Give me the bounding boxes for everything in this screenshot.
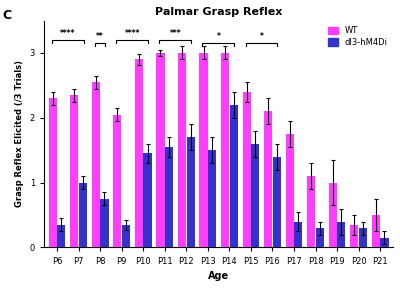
Bar xyxy=(79,183,87,247)
Bar xyxy=(165,147,173,247)
Bar xyxy=(49,98,57,247)
Bar xyxy=(135,59,143,247)
Text: ****: **** xyxy=(124,29,140,38)
Bar xyxy=(156,53,164,247)
Bar xyxy=(144,154,152,247)
Bar xyxy=(380,238,388,247)
Bar xyxy=(264,111,272,247)
Bar xyxy=(200,53,208,247)
Y-axis label: Grasp Reflex Elicited (/3 Trials): Grasp Reflex Elicited (/3 Trials) xyxy=(15,60,24,207)
Bar xyxy=(100,199,108,247)
Bar xyxy=(350,225,358,247)
Bar xyxy=(316,228,324,247)
Bar xyxy=(221,53,229,247)
Bar xyxy=(113,115,122,247)
Bar xyxy=(273,157,281,247)
Bar xyxy=(208,150,216,247)
Legend: WT, dI3-hM4Di: WT, dI3-hM4Di xyxy=(326,25,389,48)
Text: *: * xyxy=(260,32,263,41)
Text: **: ** xyxy=(96,32,104,41)
X-axis label: Age: Age xyxy=(208,271,229,281)
Bar xyxy=(294,221,302,247)
Text: *: * xyxy=(216,32,220,41)
Bar xyxy=(286,134,294,247)
Text: C: C xyxy=(2,9,12,22)
Bar xyxy=(230,105,238,247)
Bar xyxy=(251,144,259,247)
Bar xyxy=(70,95,78,247)
Bar xyxy=(307,176,315,247)
Bar xyxy=(57,225,66,247)
Bar xyxy=(242,92,251,247)
Bar xyxy=(337,221,346,247)
Bar xyxy=(186,137,195,247)
Title: Palmar Grasp Reflex: Palmar Grasp Reflex xyxy=(155,7,282,17)
Text: ***: *** xyxy=(170,29,181,38)
Bar xyxy=(329,183,337,247)
Bar xyxy=(359,228,367,247)
Text: ****: **** xyxy=(60,29,75,38)
Bar xyxy=(372,215,380,247)
Bar xyxy=(178,53,186,247)
Bar xyxy=(122,225,130,247)
Bar xyxy=(92,82,100,247)
